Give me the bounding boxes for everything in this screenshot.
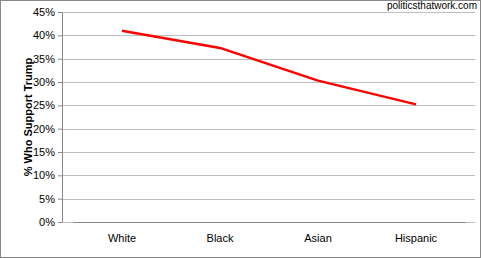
- chart: 0% 5% 10% 15% 20% 25% 30% 35% 40% 45% White Black As…: [0, 0, 481, 258]
- y-tick: 45%: [33, 6, 62, 18]
- y-tick-mark: [58, 59, 62, 60]
- y-tick: 30%: [33, 76, 62, 88]
- y-tick-mark: [58, 152, 62, 153]
- x-axis: White Black Asian Hispanic: [74, 222, 466, 244]
- grid: [62, 13, 475, 223]
- grid-line: [62, 175, 475, 176]
- y-tick-label: 10%: [33, 169, 55, 181]
- y-tick-mark: [58, 12, 62, 13]
- y-tick-label: 5%: [39, 193, 55, 205]
- chart-frame: [1, 1, 481, 258]
- y-tick-label: 45%: [33, 6, 55, 18]
- y-tick-mark: [58, 129, 62, 130]
- y-axis-line: [62, 13, 63, 223]
- y-tick: 20%: [33, 123, 62, 135]
- grid-line: [62, 12, 475, 13]
- grid-line: [62, 59, 475, 60]
- plot-area: [122, 31, 416, 105]
- y-tick-mark: [58, 35, 62, 36]
- x-tick-label: Asian: [304, 232, 332, 244]
- y-tick-mark: [58, 175, 62, 176]
- y-tick-label: 35%: [33, 53, 55, 65]
- x-tick-label: Hispanic: [395, 232, 438, 244]
- grid-line: [62, 105, 475, 106]
- y-tick-mark: [58, 82, 62, 83]
- y-tick-label: 25%: [33, 99, 55, 111]
- x-tick-label: Black: [207, 232, 234, 244]
- x-tick: Hispanic: [395, 222, 438, 244]
- y-tick-label: 0%: [39, 216, 55, 228]
- grid-line: [62, 199, 475, 200]
- grid-line: [62, 222, 475, 223]
- y-tick-mark: [58, 105, 62, 106]
- grid-line: [62, 82, 475, 83]
- x-tick: White: [108, 222, 136, 244]
- y-tick: 10%: [33, 169, 62, 181]
- y-tick: 15%: [33, 146, 62, 158]
- y-tick: 5%: [39, 193, 62, 205]
- y-tick-label: 40%: [33, 29, 55, 41]
- y-tick-label: 30%: [33, 76, 55, 88]
- x-tick: Asian: [304, 222, 332, 244]
- y-tick: 35%: [33, 53, 62, 65]
- y-axis-title: % Who Support Trump: [22, 57, 34, 176]
- y-tick: 0%: [39, 216, 62, 228]
- grid-line: [62, 152, 475, 153]
- x-tick-label: White: [108, 232, 136, 244]
- y-tick-mark: [58, 222, 62, 223]
- y-tick-label: 15%: [33, 146, 55, 158]
- y-tick: 40%: [33, 29, 62, 41]
- x-axis-line: [74, 222, 466, 223]
- annotation: politicsthatwork.com: [387, 0, 477, 11]
- x-tick: Black: [207, 222, 234, 244]
- y-tick-mark: [58, 199, 62, 200]
- data-line: [122, 31, 416, 105]
- grid-line: [62, 129, 475, 130]
- y-tick-label: 20%: [33, 123, 55, 135]
- grid-line: [62, 35, 475, 36]
- y-axis: 0% 5% 10% 15% 20% 25% 30% 35% 40% 45%: [33, 6, 63, 228]
- y-tick: 25%: [33, 99, 62, 111]
